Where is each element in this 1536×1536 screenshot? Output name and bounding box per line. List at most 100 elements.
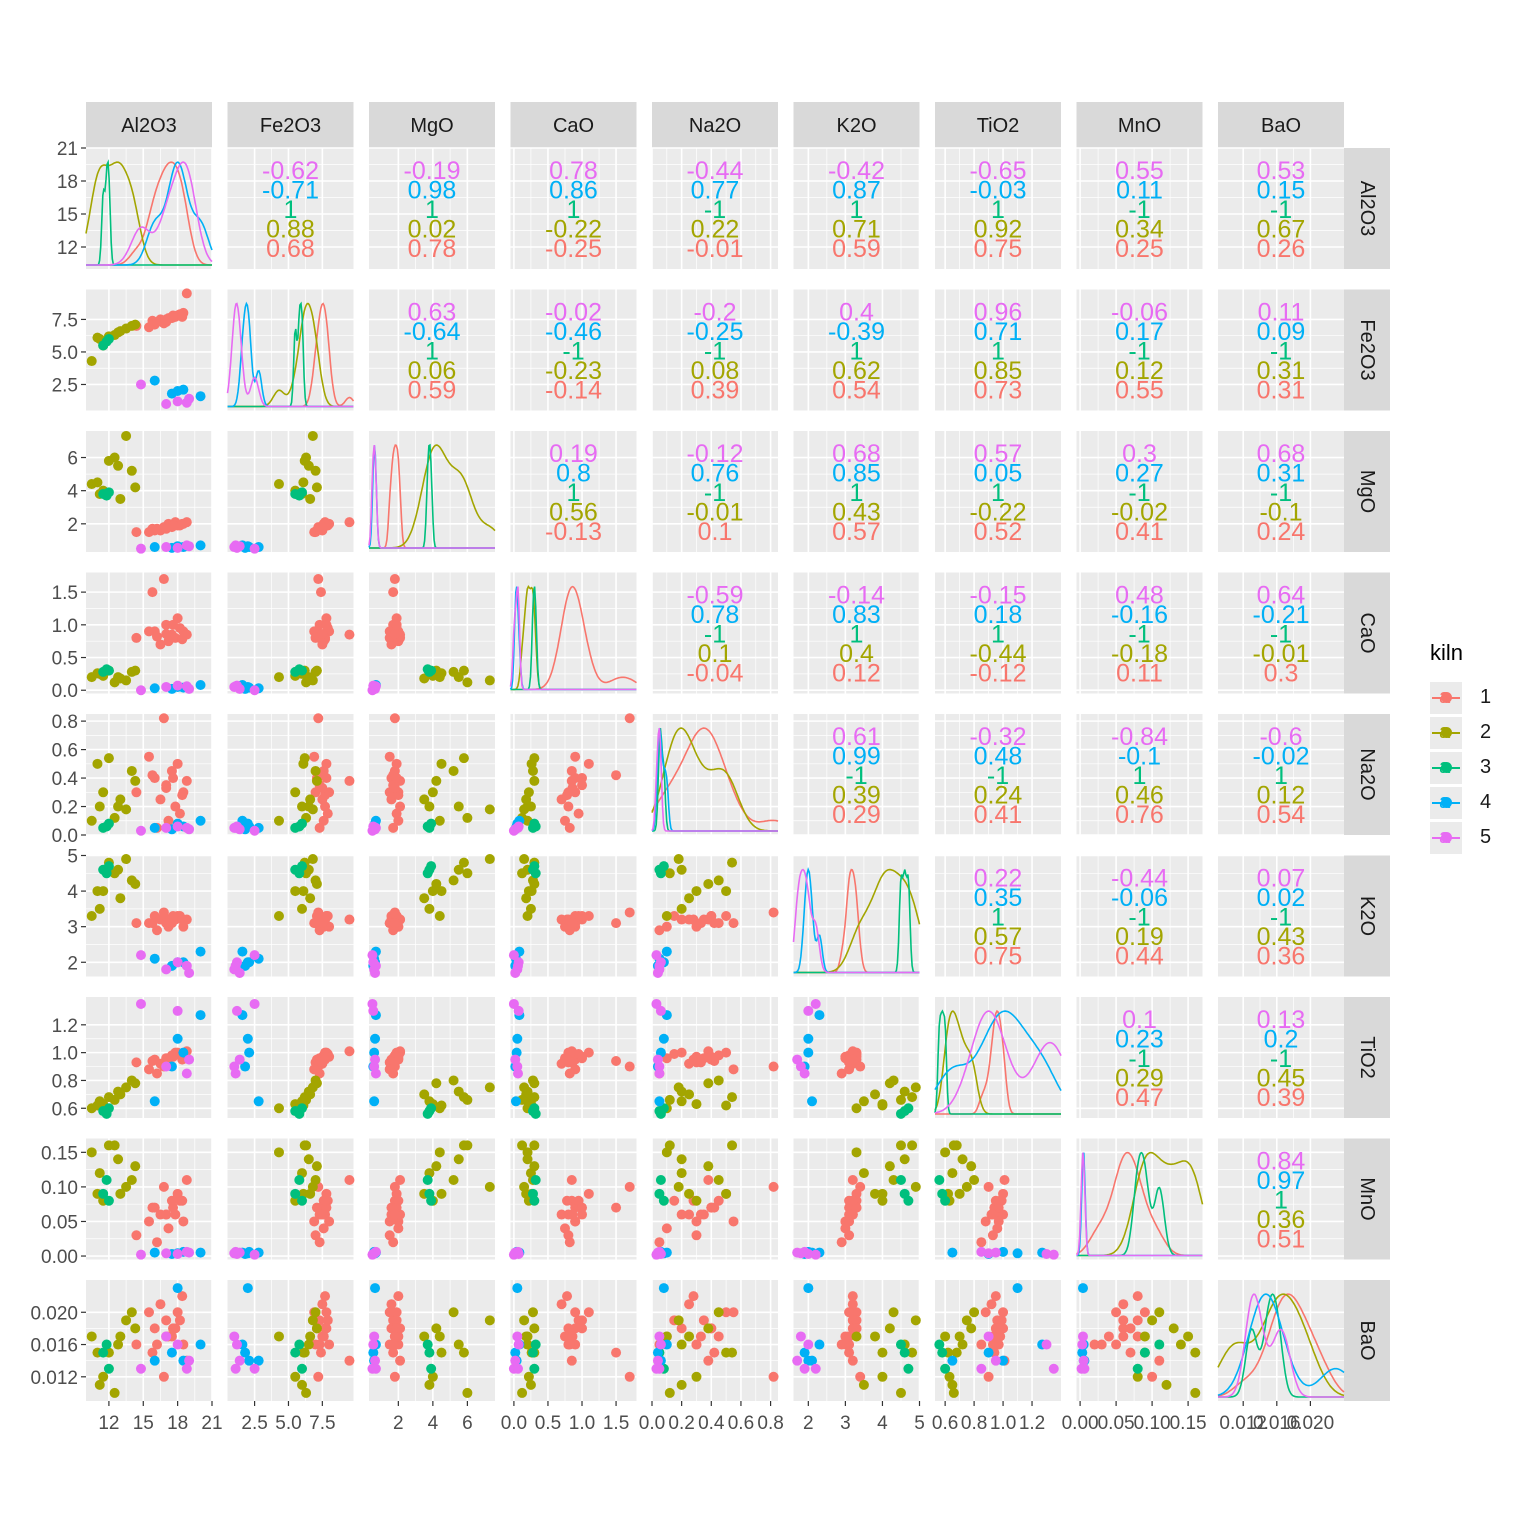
point-kiln2-2 — [103, 753, 114, 764]
point-kiln2-1 — [858, 1096, 869, 1107]
point-kiln2-9 — [109, 868, 120, 879]
point-kiln2-9 — [301, 452, 312, 463]
point-kiln1-11 — [661, 921, 672, 932]
point-kiln2-8 — [884, 1161, 895, 1172]
panel-CaO-MnO: 0.48-0.16-1-0.180.11 — [1076, 572, 1203, 694]
point-kiln5-4 — [654, 960, 665, 971]
corr-CaO-BaO-kiln1: 0.3 — [1264, 660, 1299, 688]
point-kiln1-2 — [577, 780, 588, 791]
point-kiln1-15 — [388, 822, 399, 833]
point-kiln1-10 — [624, 1181, 635, 1192]
point-kiln1-17 — [317, 1057, 328, 1068]
point-kiln2-1 — [94, 903, 105, 914]
corr-Na2O-K2O-kiln3: -1 — [845, 762, 867, 790]
point-kiln5-0 — [1048, 1363, 1059, 1374]
point-kiln1-14 — [391, 619, 402, 630]
point-kiln1-13 — [728, 1307, 739, 1318]
corr-MgO-MnO-kiln4: 0.27 — [1115, 460, 1164, 488]
point-kiln5-4 — [512, 1246, 523, 1257]
point-kiln1-17 — [987, 1209, 998, 1220]
point-kiln1-14 — [993, 1323, 1004, 1334]
point-kiln4-0 — [369, 1096, 380, 1107]
point-kiln2-2 — [458, 753, 469, 764]
point-kiln1-7 — [388, 1347, 399, 1358]
density-K2O-kiln5 — [792, 868, 920, 974]
corr-Fe2O3-MnO-kiln5: -0.06 — [1111, 299, 1168, 327]
point-kiln1-14 — [577, 911, 588, 921]
point-kiln2-6 — [126, 465, 137, 476]
corr-Na2O-MnO-kiln3: 1 — [1133, 762, 1147, 790]
corr-CaO-MnO-kiln1: 0.11 — [1116, 660, 1163, 688]
point-kiln2-0 — [434, 911, 445, 921]
point-kiln5-2 — [655, 1339, 666, 1350]
panel-Na2O-MnO: -0.84-0.110.460.76 — [1076, 714, 1203, 836]
corr-CaO-TiO2-kiln1: -0.12 — [970, 660, 1027, 688]
point-kiln2-6 — [969, 1174, 980, 1185]
point-kiln2-3 — [453, 1154, 464, 1165]
xtick-label-MnO: 0.15 — [1170, 1413, 1207, 1434]
point-kiln4-0 — [149, 683, 160, 694]
point-kiln1-5 — [556, 1299, 567, 1310]
point-kiln3-1 — [658, 1195, 669, 1206]
point-kiln2-4 — [484, 1082, 495, 1093]
corr-MgO-TiO2-kiln1: 0.52 — [974, 518, 1023, 546]
point-kiln1-17 — [844, 1331, 855, 1342]
strip-top-label-TiO2: TiO2 — [977, 115, 1020, 137]
point-kiln2-9 — [948, 1140, 959, 1151]
point-kiln4-2 — [195, 1339, 206, 1350]
point-kiln5-2 — [172, 1248, 183, 1259]
point-kiln5-4 — [230, 681, 241, 692]
point-kiln1-3 — [566, 765, 577, 776]
point-kiln2-6 — [310, 1174, 321, 1185]
corr-Fe2O3-Na2O-kiln5: -0.2 — [693, 299, 736, 327]
corr-TiO2-BaO-kiln4: 0.2 — [1264, 1026, 1299, 1054]
point-kiln2-5 — [877, 1371, 888, 1382]
point-kiln3-2 — [101, 336, 112, 347]
corr-MnO-BaO-kiln5: 0.84 — [1257, 1148, 1306, 1176]
point-kiln5-0 — [651, 950, 662, 961]
point-kiln5-4 — [230, 540, 241, 551]
point-kiln4-2 — [237, 946, 248, 957]
point-kiln1-17 — [844, 1209, 855, 1220]
corr-Fe2O3-CaO-kiln3: -1 — [562, 338, 584, 366]
corr-K2O-TiO2-kiln2: 0.57 — [974, 923, 1023, 951]
point-kiln2-9 — [517, 1140, 528, 1151]
point-kiln1-14 — [168, 619, 179, 630]
point-kiln2-7 — [419, 893, 430, 904]
strip-right-label-Al2O3: Al2O3 — [1356, 181, 1378, 237]
point-kiln2-4 — [484, 1181, 495, 1192]
point-kiln1-13 — [384, 1307, 395, 1318]
point-kiln2-5 — [290, 886, 301, 897]
point-kiln2-10 — [92, 886, 103, 897]
point-kiln1-16 — [393, 1291, 404, 1302]
corr-MgO-TiO2-kiln2: -0.22 — [970, 499, 1027, 527]
strip-right-label-TiO2: TiO2 — [1356, 1036, 1378, 1079]
corr-TiO2-MnO-kiln5: 0.1 — [1122, 1006, 1157, 1034]
point-kiln2-0 — [273, 815, 284, 826]
point-kiln5-0 — [810, 1249, 821, 1260]
panel-MgO-Fe2O3 — [227, 430, 355, 554]
point-kiln2-6 — [969, 1307, 980, 1318]
point-kiln2-4 — [307, 430, 318, 441]
point-kiln4-4 — [178, 384, 189, 395]
point-kiln1-17 — [567, 1209, 578, 1220]
point-kiln2-5 — [290, 1371, 301, 1382]
point-kiln5-4 — [370, 1246, 381, 1257]
point-kiln2-1 — [424, 903, 435, 914]
point-kiln1-15 — [976, 1339, 987, 1350]
panel-BaO-CaO — [508, 1280, 637, 1401]
point-kiln2-8 — [130, 1323, 141, 1334]
point-kiln1-14 — [168, 1323, 179, 1334]
ytick-label-CaO: 0.5 — [52, 649, 78, 670]
point-kiln1-17 — [844, 1057, 855, 1068]
point-kiln5-3 — [792, 1355, 803, 1366]
point-kiln1-10 — [313, 713, 324, 724]
panel-Fe2O3-Al2O3 — [86, 288, 213, 411]
panel-MgO-Na2O: -0.120.76-1-0.010.1 — [651, 431, 778, 552]
point-kiln1-3 — [713, 1331, 724, 1342]
point-kiln2-4 — [910, 1315, 921, 1326]
strip-right-MnO — [1344, 1138, 1390, 1260]
point-kiln2-8 — [431, 1078, 442, 1089]
panel-Al2O3-Na2O: -0.440.77-10.22-0.01 — [651, 147, 778, 269]
point-kiln1-17 — [695, 1331, 706, 1342]
